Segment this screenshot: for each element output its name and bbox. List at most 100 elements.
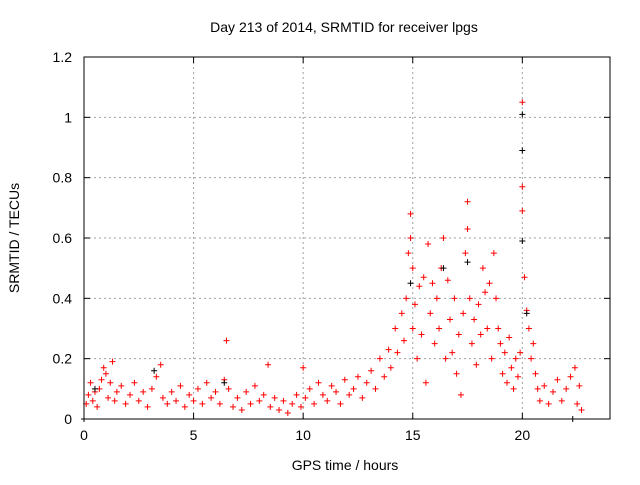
series-red-point: [447, 316, 454, 323]
series-red-point: [411, 301, 418, 308]
series-red-point: [107, 379, 114, 386]
series-red-point: [297, 403, 304, 410]
series-red-point: [403, 295, 410, 302]
series-black-point: [523, 310, 530, 317]
series-red-point: [300, 364, 307, 371]
series-red-point: [405, 250, 412, 257]
series-red-point: [471, 316, 478, 323]
series-red-point: [521, 274, 528, 281]
x-tick-label: 0: [80, 427, 88, 443]
series-red-point: [517, 349, 524, 356]
plot-border: [83, 56, 611, 420]
series-red-point: [563, 385, 570, 392]
x-tick-label: 5: [190, 427, 198, 443]
series-red-point: [545, 400, 552, 407]
series-red-point: [216, 400, 223, 407]
series-red-point: [431, 340, 438, 347]
series-red-point: [148, 385, 155, 392]
series-red-point: [398, 310, 405, 317]
series-red-point: [319, 391, 326, 398]
series-red-point: [354, 373, 361, 380]
series-red-point: [497, 340, 504, 347]
series-red-point: [243, 388, 250, 395]
y-tick-label: 1.2: [53, 49, 73, 65]
series-red-point: [473, 361, 480, 368]
series-red-point: [486, 280, 493, 287]
y-tick-label: 1: [64, 109, 72, 125]
series-red-point: [519, 183, 526, 190]
series-red-point: [381, 373, 388, 380]
series-red-point: [503, 379, 510, 386]
series-red-point: [311, 400, 318, 407]
series-red-point: [514, 373, 521, 380]
series-red-point: [140, 388, 147, 395]
series-red-point: [530, 340, 537, 347]
series-red-point: [271, 394, 278, 401]
series-red-point: [284, 409, 291, 416]
series-red-point: [440, 235, 447, 241]
series-red-point: [519, 207, 526, 214]
series-red-point: [449, 349, 456, 356]
series-red-point: [328, 382, 335, 389]
series-red-point: [113, 388, 120, 395]
series-red-point: [495, 325, 502, 332]
series-red-point: [100, 364, 107, 371]
series-red-point: [153, 373, 160, 380]
series-red-point: [102, 370, 109, 377]
series-red-point: [490, 250, 497, 257]
series-red-point: [159, 394, 166, 401]
series-red-point: [105, 394, 112, 401]
series-red-point: [181, 403, 188, 410]
series-red-point: [359, 394, 366, 401]
series-red-point: [534, 385, 541, 392]
series-red-point: [341, 376, 348, 383]
series-red-point: [532, 370, 539, 377]
series-red-point: [501, 349, 508, 356]
series-red-point: [350, 385, 357, 392]
series-red-point: [554, 376, 561, 383]
series-red-point: [164, 400, 171, 407]
series-red-point: [230, 403, 237, 410]
series-red-point: [550, 388, 557, 395]
series-red-point: [392, 325, 399, 332]
series-red-point: [567, 373, 574, 380]
series-red-point: [157, 361, 164, 368]
series-red-point: [225, 385, 232, 392]
series-black-point: [519, 147, 526, 154]
series-red-point: [122, 400, 129, 407]
series-red-point: [256, 397, 263, 404]
series-red-point: [89, 397, 96, 404]
series-black-point: [440, 265, 447, 272]
series-red-point: [203, 379, 210, 386]
series-red-point: [407, 235, 414, 241]
series-red-point: [451, 295, 458, 302]
series-red-point: [409, 325, 416, 332]
series-red-point: [479, 265, 486, 272]
series-red-point: [536, 397, 543, 404]
series-red-point: [98, 376, 105, 383]
series-red-point: [528, 355, 535, 362]
series-black-point: [221, 379, 228, 386]
series-red-point: [541, 382, 548, 389]
series-red-point: [131, 379, 138, 386]
series-red-point: [260, 391, 267, 398]
series-red-point: [280, 397, 287, 404]
series-red-point: [223, 337, 230, 344]
series-red-point: [346, 391, 353, 398]
series-red-point: [425, 241, 432, 248]
series-red-point: [493, 295, 500, 302]
y-tick-label: 0.2: [53, 351, 73, 367]
series-red-point: [376, 355, 383, 362]
series-red-point: [416, 283, 423, 290]
series-red-point: [578, 406, 585, 413]
series-red-point: [306, 385, 313, 392]
series-red-point: [394, 349, 401, 356]
series-red-point: [558, 397, 565, 404]
series-red-point: [144, 403, 151, 410]
series-red-point: [302, 394, 309, 401]
series-red-point: [457, 391, 464, 398]
series-red-point: [363, 379, 370, 386]
x-tick-label: 15: [405, 427, 421, 443]
chart-title: Day 213 of 2014, SRMTID for receiver lpg…: [210, 19, 478, 35]
series-red-point: [499, 370, 506, 377]
